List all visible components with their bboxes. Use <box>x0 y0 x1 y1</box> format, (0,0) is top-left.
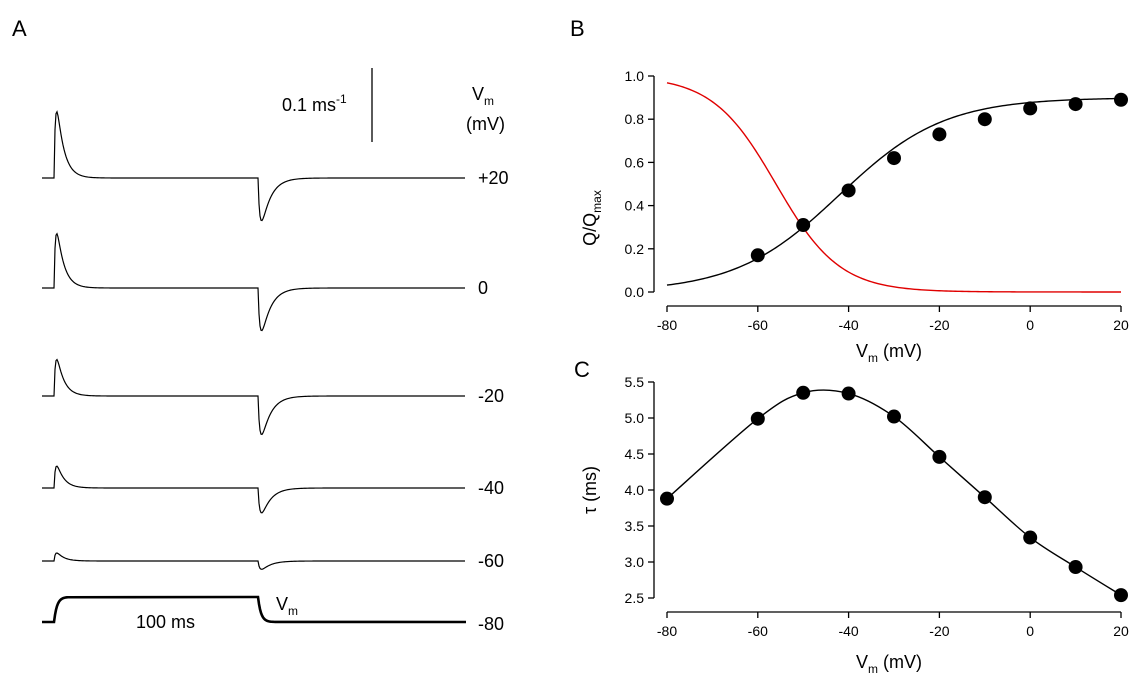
data-point <box>841 183 856 198</box>
data-point <box>932 449 947 464</box>
c-y-tick-label: 2.5 <box>625 590 645 606</box>
data-point <box>932 127 947 142</box>
b-x-tick-label: -60 <box>748 317 768 333</box>
trace-voltage-label: 0 <box>478 278 488 298</box>
data-point <box>1068 560 1083 575</box>
b-x-tick-label: -20 <box>929 317 949 333</box>
data-point <box>1114 92 1128 107</box>
c-y-tick-label: 4.5 <box>625 446 645 462</box>
data-point <box>1023 530 1038 545</box>
data-point <box>796 385 811 400</box>
data-point <box>750 411 765 426</box>
c-y-tick-label: 4.0 <box>625 482 645 498</box>
b-y-tick-label: 0.6 <box>625 154 645 170</box>
vm-header: Vm <box>472 84 494 108</box>
c-y-tick-label: 3.0 <box>625 554 645 570</box>
voltage-protocol-trace <box>42 595 467 624</box>
data-point <box>1068 97 1083 112</box>
c-x-tick-label: -60 <box>748 623 768 639</box>
panel-c: -80 -60 -40 -20 0 20 2.5 3.0 3.5 4.0 4.5 5.0 5.5 Vm … <box>580 374 1129 675</box>
gating-current-trace <box>42 465 465 514</box>
gating-current-trace <box>42 358 465 436</box>
b-x-axis-title: Vm (mV) <box>856 341 922 365</box>
panel-label-c: C <box>574 357 590 382</box>
b-y-axis-title: Q/Qmax <box>580 190 604 246</box>
c-y-tick-label: 5.0 <box>625 410 645 426</box>
c-y-tick-label: 5.5 <box>625 374 645 390</box>
b-y-tick-label: 0.8 <box>625 111 645 127</box>
trace-voltage-label: -20 <box>478 386 504 406</box>
data-point <box>977 490 992 505</box>
vm-unit: (mV) <box>466 114 505 134</box>
c-y-axis-title: τ (ms) <box>580 466 600 514</box>
data-point <box>841 386 856 401</box>
data-point <box>660 491 674 506</box>
boltzmann-fit-curve <box>666 97 1122 286</box>
c-x-tick-label: -80 <box>657 623 677 639</box>
trace-voltage-label: -60 <box>478 551 504 571</box>
protocol-duration-label: 100 ms <box>136 612 195 632</box>
gating-current-trace <box>42 110 465 222</box>
b-y-tick-label: 1.0 <box>625 68 645 84</box>
c-x-tick-label: 0 <box>1026 623 1034 639</box>
holding-potential-label: -80 <box>478 614 504 634</box>
panel-label-b: B <box>570 16 585 41</box>
c-x-axis-title: Vm (mV) <box>856 652 922 675</box>
data-point <box>1023 101 1038 116</box>
protocol-vm-label: Vm <box>276 594 298 618</box>
inactivation-curve <box>666 82 1121 293</box>
data-point <box>1114 588 1128 603</box>
trace-voltage-label: -40 <box>478 478 504 498</box>
b-x-tick-label: 20 <box>1113 317 1129 333</box>
scale-bar-label: 0.1 ms-1 <box>282 92 347 115</box>
b-x-tick-label: -40 <box>838 317 858 333</box>
b-y-tick-label: 0.2 <box>625 241 645 257</box>
c-y-tick-label: 3.5 <box>625 518 645 534</box>
c-x-tick-label: 20 <box>1113 623 1129 639</box>
trace-voltage-label: +20 <box>478 168 509 188</box>
data-point <box>796 218 811 233</box>
b-y-tick-label: 0.0 <box>625 284 645 300</box>
data-point <box>887 151 901 166</box>
gating-current-trace <box>42 232 465 332</box>
data-point <box>887 409 901 424</box>
b-y-tick-label: 0.4 <box>625 198 645 214</box>
panel-label-a: A <box>12 16 27 41</box>
data-point <box>977 112 992 127</box>
b-x-tick-label: -80 <box>657 317 677 333</box>
gating-current-trace <box>42 552 465 570</box>
panel-a: 0.1 ms-1 Vm (mV) 100 ms Vm -80 +20 0 -20 -4… <box>42 68 509 634</box>
c-x-tick-label: -40 <box>838 623 858 639</box>
c-x-tick-label: -20 <box>929 623 949 639</box>
data-point <box>750 248 765 263</box>
panel-b: -80 -60 -40 -20 0 20 0.0 0.2 0.4 0.6 0.8 1.0 Vm (mV… <box>580 68 1129 365</box>
b-x-tick-label: 0 <box>1026 317 1034 333</box>
